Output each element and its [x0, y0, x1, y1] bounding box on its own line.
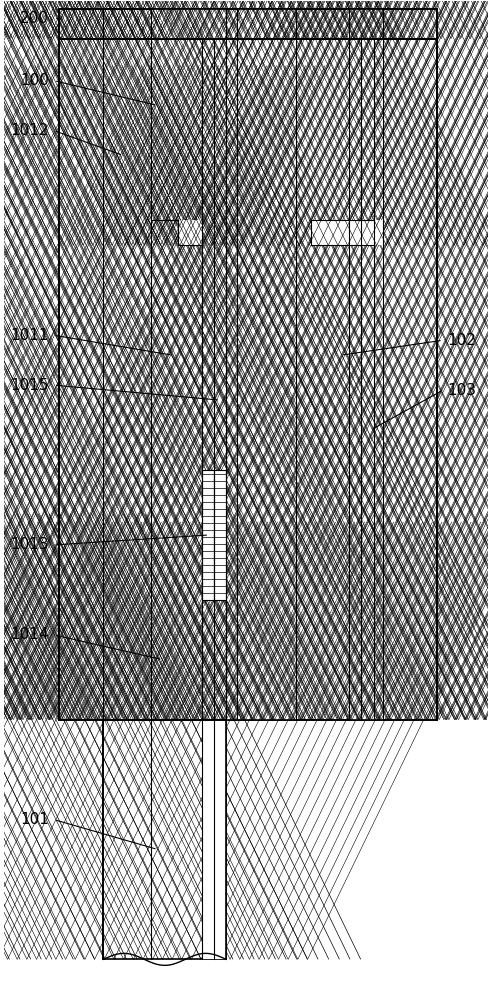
- Bar: [103, 720, 151, 959]
- Bar: [103, 9, 151, 39]
- Bar: [383, 9, 436, 39]
- Bar: [151, 9, 225, 39]
- Bar: [383, 39, 436, 720]
- Bar: [237, 39, 296, 720]
- Bar: [103, 720, 225, 959]
- Bar: [214, 39, 225, 720]
- Text: 103: 103: [447, 383, 476, 398]
- Bar: [59, 9, 436, 720]
- Text: 102: 102: [447, 333, 476, 348]
- Bar: [310, 220, 436, 245]
- Bar: [151, 39, 202, 720]
- Text: 1011: 1011: [10, 328, 49, 343]
- Bar: [59, 39, 436, 720]
- Bar: [296, 9, 348, 39]
- Bar: [373, 39, 383, 720]
- Bar: [59, 9, 103, 39]
- Bar: [151, 39, 202, 720]
- Bar: [296, 39, 348, 720]
- Bar: [310, 220, 436, 245]
- Bar: [177, 220, 202, 245]
- Bar: [214, 470, 225, 600]
- Bar: [202, 470, 214, 600]
- Text: 1013: 1013: [10, 537, 49, 552]
- Bar: [310, 220, 383, 245]
- Bar: [151, 720, 202, 959]
- Bar: [348, 39, 360, 720]
- Bar: [59, 39, 103, 720]
- Text: 200: 200: [20, 11, 49, 26]
- Text: 100: 100: [20, 73, 49, 88]
- Bar: [383, 39, 436, 720]
- Bar: [214, 470, 225, 600]
- Bar: [348, 9, 383, 39]
- Text: 1012: 1012: [10, 123, 49, 138]
- Bar: [103, 720, 151, 959]
- Bar: [202, 39, 214, 720]
- Bar: [296, 39, 348, 720]
- Bar: [103, 9, 151, 39]
- Bar: [59, 39, 103, 720]
- Text: 1014: 1014: [10, 627, 49, 642]
- Bar: [151, 720, 202, 959]
- Bar: [225, 39, 237, 720]
- Text: 101: 101: [20, 812, 49, 827]
- Bar: [151, 220, 177, 245]
- Bar: [202, 470, 214, 600]
- Bar: [360, 39, 373, 720]
- Bar: [202, 720, 225, 959]
- Bar: [103, 39, 151, 720]
- Bar: [59, 9, 103, 39]
- Bar: [237, 9, 296, 39]
- Text: 1015: 1015: [10, 378, 49, 393]
- Bar: [151, 220, 177, 245]
- Bar: [296, 9, 348, 39]
- Bar: [383, 9, 436, 39]
- Bar: [59, 9, 436, 39]
- Bar: [103, 39, 151, 720]
